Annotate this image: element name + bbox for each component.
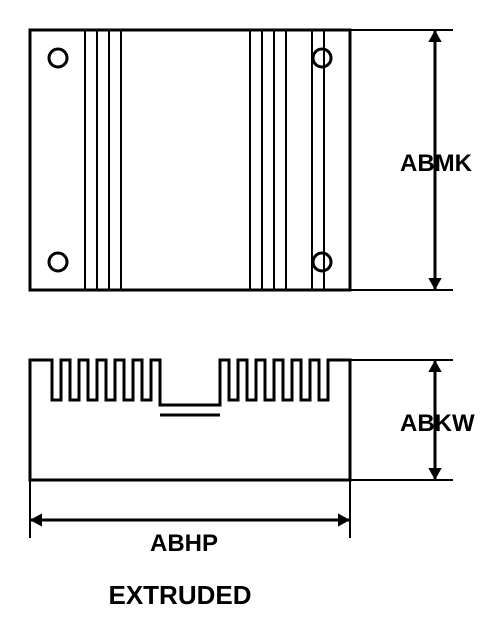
label-width: ABHP	[150, 530, 218, 558]
label-height: ABMK	[400, 150, 472, 178]
label-depth: ABKW	[400, 410, 475, 438]
diagram-title: EXTRUDED	[0, 580, 360, 611]
diagram-svg	[0, 0, 502, 632]
diagram-container: ABMK ABKW ABHP EXTRUDED	[0, 0, 502, 632]
